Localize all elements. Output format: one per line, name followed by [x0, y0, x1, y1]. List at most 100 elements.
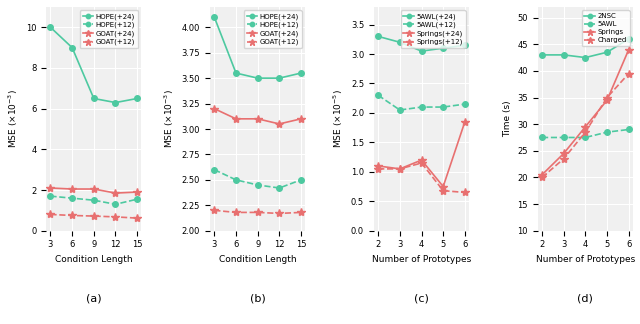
- Springs(+24): [418, 158, 426, 162]
- X-axis label: Condition Length: Condition Length: [55, 255, 132, 264]
- Line: HOPE(+12): HOPE(+12): [212, 167, 304, 191]
- Springs: [582, 125, 589, 129]
- HOPE(+12): [111, 202, 119, 206]
- X-axis label: Number of Prototypes: Number of Prototypes: [372, 255, 471, 264]
- Y-axis label: MSE ($\times10^{-5}$): MSE ($\times10^{-5}$): [332, 89, 346, 148]
- 2NSC: [604, 50, 611, 54]
- GOAT(+12): [232, 211, 240, 214]
- HOPE(+12): [133, 197, 141, 201]
- Y-axis label: MSE ($\times10^{-3}$): MSE ($\times10^{-3}$): [163, 89, 176, 148]
- GOAT(+24): [68, 187, 76, 191]
- Text: (a): (a): [86, 293, 102, 303]
- GOAT(+24): [133, 190, 141, 194]
- 5AWL: [538, 135, 546, 139]
- Line: 2NSC: 2NSC: [540, 36, 632, 60]
- Line: GOAT(+24): GOAT(+24): [46, 184, 141, 197]
- Y-axis label: Time (s): Time (s): [503, 100, 512, 137]
- 2NSC: [625, 37, 632, 41]
- HOPE(+24): [211, 15, 218, 19]
- HOPE(+12): [47, 194, 54, 198]
- 5AWL(+12): [439, 105, 447, 109]
- Text: (b): (b): [250, 293, 266, 303]
- HOPE(+24): [297, 71, 305, 75]
- 5AWL: [625, 128, 632, 132]
- GOAT(+12): [211, 208, 218, 212]
- Springs(+24): [396, 167, 404, 171]
- GOAT(+24): [275, 122, 283, 126]
- Line: HOPE(+12): HOPE(+12): [47, 193, 140, 207]
- 5AWL(+12): [461, 102, 468, 106]
- Charged: [625, 72, 632, 75]
- Legend: HOPE(+24), HOPE(+12), GOAT(+24), GOAT(+12): HOPE(+24), HOPE(+12), GOAT(+24), GOAT(+1…: [244, 10, 302, 48]
- Text: (c): (c): [414, 293, 429, 303]
- Legend: 5AWL(+24), 5AWL(+12), Springs(+24), Springs(+12): 5AWL(+24), 5AWL(+12), Springs(+24), Spri…: [401, 10, 466, 48]
- GOAT(+12): [90, 214, 98, 218]
- 5AWL(+24): [396, 40, 404, 44]
- X-axis label: Number of Prototypes: Number of Prototypes: [536, 255, 635, 264]
- Line: Springs: Springs: [538, 45, 633, 179]
- HOPE(+24): [111, 101, 119, 105]
- Springs(+12): [374, 167, 382, 171]
- GOAT(+12): [47, 213, 54, 216]
- HOPE(+24): [254, 76, 262, 80]
- Charged: [582, 130, 589, 134]
- 5AWL(+12): [374, 93, 382, 97]
- HOPE(+12): [90, 198, 98, 202]
- Line: 5AWL(+12): 5AWL(+12): [376, 92, 468, 113]
- Springs(+24): [374, 164, 382, 168]
- 5AWL(+12): [418, 105, 426, 109]
- Text: (d): (d): [577, 293, 593, 303]
- 2NSC: [582, 56, 589, 60]
- Y-axis label: MSE ($\times10^{-3}$): MSE ($\times10^{-3}$): [7, 89, 20, 148]
- Springs: [538, 173, 546, 177]
- GOAT(+12): [275, 212, 283, 215]
- GOAT(+24): [297, 117, 305, 121]
- Line: GOAT(+24): GOAT(+24): [210, 105, 305, 128]
- Springs(+12): [418, 161, 426, 165]
- Line: GOAT(+12): GOAT(+12): [46, 210, 141, 222]
- X-axis label: Condition Length: Condition Length: [219, 255, 296, 264]
- GOAT(+24): [211, 107, 218, 110]
- GOAT(+12): [111, 215, 119, 219]
- Charged: [560, 157, 568, 161]
- Springs(+24): [439, 185, 447, 189]
- Springs(+24): [461, 120, 468, 124]
- HOPE(+24): [90, 97, 98, 100]
- HOPE(+12): [254, 183, 262, 187]
- GOAT(+24): [232, 117, 240, 121]
- Line: Springs(+24): Springs(+24): [374, 118, 469, 191]
- 2NSC: [560, 53, 568, 57]
- Line: Springs(+12): Springs(+12): [374, 159, 469, 197]
- Line: Charged: Charged: [538, 69, 633, 182]
- HOPE(+24): [133, 97, 141, 100]
- Line: HOPE(+24): HOPE(+24): [47, 25, 140, 105]
- Springs(+12): [439, 189, 447, 193]
- GOAT(+12): [254, 211, 262, 214]
- 2NSC: [538, 53, 546, 57]
- HOPE(+24): [47, 25, 54, 29]
- HOPE(+24): [275, 76, 283, 80]
- Legend: 2NSC, 5AWL, Springs, Charged: 2NSC, 5AWL, Springs, Charged: [582, 10, 630, 46]
- GOAT(+24): [111, 191, 119, 195]
- GOAT(+24): [47, 186, 54, 190]
- Springs: [604, 98, 611, 102]
- Springs(+12): [396, 167, 404, 171]
- HOPE(+12): [297, 178, 305, 182]
- 5AWL: [604, 130, 611, 134]
- HOPE(+12): [211, 168, 218, 172]
- Legend: HOPE(+24), HOPE(+12), GOAT(+24), GOAT(+12): HOPE(+24), HOPE(+12), GOAT(+24), GOAT(+1…: [80, 10, 138, 48]
- HOPE(+24): [232, 71, 240, 75]
- Line: HOPE(+24): HOPE(+24): [212, 14, 304, 81]
- GOAT(+12): [133, 216, 141, 220]
- GOAT(+24): [90, 187, 98, 191]
- HOPE(+24): [68, 46, 76, 50]
- GOAT(+24): [254, 117, 262, 121]
- Springs: [560, 152, 568, 156]
- 5AWL(+24): [374, 34, 382, 38]
- HOPE(+12): [275, 186, 283, 190]
- 5AWL(+24): [439, 46, 447, 50]
- 5AWL: [560, 135, 568, 139]
- 5AWL(+24): [461, 43, 468, 47]
- Charged: [538, 176, 546, 179]
- 5AWL(+24): [418, 49, 426, 53]
